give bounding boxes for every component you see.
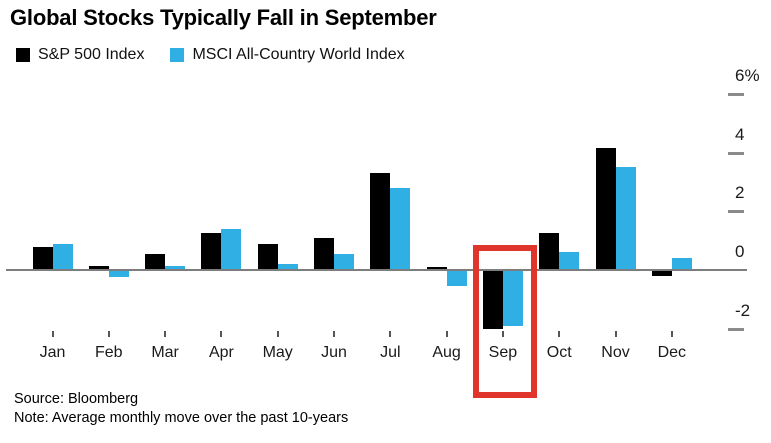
bar-sp500-mar bbox=[145, 253, 166, 270]
x-tick-label-feb: Feb bbox=[95, 344, 123, 361]
bar-msci-aug bbox=[446, 270, 467, 287]
bar-sp500-aug bbox=[426, 267, 447, 270]
bar-sp500-feb bbox=[88, 265, 109, 270]
legend-label-msci: MSCI All-Country World Index bbox=[192, 46, 405, 63]
legend-item-msci: MSCI All-Country World Index bbox=[170, 46, 405, 64]
bar-msci-oct bbox=[559, 252, 580, 270]
x-axis-zero-line bbox=[6, 269, 747, 271]
bar-msci-sep bbox=[502, 270, 523, 326]
x-tick-label-oct: Oct bbox=[546, 344, 572, 361]
legend-swatch-sp500 bbox=[16, 48, 30, 62]
y-tick-dash-4 bbox=[728, 151, 744, 155]
x-tick-label-may: May bbox=[262, 344, 293, 361]
x-tick-label-apr: Apr bbox=[208, 344, 234, 361]
y-tick-label-0: 0 bbox=[735, 242, 745, 261]
bar-msci-may bbox=[277, 264, 298, 270]
bar-sp500-may bbox=[257, 243, 278, 270]
bar-msci-jun bbox=[334, 253, 354, 270]
bar-sp500-jun bbox=[314, 237, 334, 270]
x-tick-label-mar: Mar bbox=[151, 344, 179, 361]
x-tick-apr bbox=[220, 331, 223, 337]
legend-swatch-msci bbox=[170, 48, 185, 62]
bar-sp500-oct bbox=[539, 233, 560, 270]
x-tick-feb bbox=[107, 331, 110, 337]
bar-sp500-sep bbox=[482, 270, 503, 329]
x-tick-label-jun: Jun bbox=[321, 344, 347, 361]
bar-sp500-nov bbox=[595, 148, 616, 270]
bar-msci-nov bbox=[615, 167, 636, 270]
x-tick-label-dec: Dec bbox=[657, 344, 687, 361]
x-tick-jul bbox=[389, 331, 392, 337]
chart-title: Global Stocks Typically Fall in Septembe… bbox=[10, 5, 437, 30]
y-tick-label-4: 4 bbox=[735, 124, 745, 144]
x-tick-dec bbox=[670, 331, 673, 337]
bar-msci-mar bbox=[165, 265, 186, 270]
y-tick-label-6: 6% bbox=[735, 66, 760, 86]
bar-msci-feb bbox=[108, 270, 129, 278]
x-tick-label-jul: Jul bbox=[380, 344, 401, 361]
bar-sp500-jan bbox=[32, 246, 53, 270]
x-tick-may bbox=[276, 331, 279, 337]
x-tick-label-aug: Aug bbox=[432, 344, 461, 361]
bar-msci-dec bbox=[671, 258, 692, 270]
footer: Source: Bloomberg Note: Average monthly … bbox=[14, 390, 348, 427]
sep-highlight-box bbox=[472, 245, 537, 398]
x-tick-nov bbox=[614, 331, 617, 337]
legend-label-sp500: S&P 500 Index bbox=[38, 46, 145, 63]
y-tick-dash-2 bbox=[728, 210, 744, 214]
legend: S&P 500 Index MSCI All-Country World Ind… bbox=[16, 46, 405, 64]
bar-msci-jul bbox=[390, 187, 411, 270]
x-tick-label-sep: Sep bbox=[488, 344, 518, 361]
x-tick-sep bbox=[501, 331, 504, 337]
source-note: Source: Bloomberg bbox=[14, 391, 139, 407]
x-tick-aug bbox=[445, 331, 448, 337]
bar-sp500-dec bbox=[651, 270, 672, 276]
legend-item-sp500: S&P 500 Index bbox=[16, 46, 144, 64]
methodology-note: Note: Average monthly move over the past… bbox=[14, 409, 349, 426]
x-tick-label-nov: Nov bbox=[601, 344, 630, 361]
bar-sp500-jul bbox=[370, 173, 391, 270]
y-tick-dash-6 bbox=[728, 93, 744, 97]
x-tick-jan bbox=[51, 331, 54, 337]
x-tick-oct bbox=[558, 331, 561, 337]
bar-msci-apr bbox=[221, 228, 242, 270]
bar-msci-jan bbox=[52, 243, 73, 270]
y-tick-dash--2 bbox=[728, 327, 744, 331]
bar-sp500-apr bbox=[201, 233, 222, 270]
x-tick-mar bbox=[164, 331, 167, 337]
x-tick-jun bbox=[333, 331, 335, 337]
y-tick-label--2: -2 bbox=[735, 300, 751, 320]
x-tick-label-jan: Jan bbox=[39, 344, 66, 361]
y-tick-label-2: 2 bbox=[735, 183, 745, 203]
